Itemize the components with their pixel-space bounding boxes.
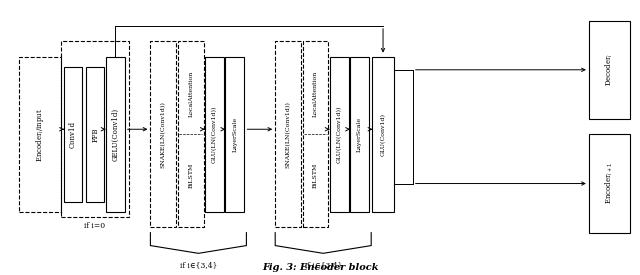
Bar [64, 67, 82, 202]
Text: BiLSTM: BiLSTM [313, 163, 318, 188]
Bar [178, 41, 204, 227]
Bar [106, 57, 125, 212]
Bar [303, 41, 328, 227]
Text: if i=0: if i=0 [84, 222, 106, 230]
Text: LocalAttention: LocalAttention [188, 70, 193, 117]
Text: Encoder$_{i+1}$: Encoder$_{i+1}$ [604, 163, 615, 204]
Text: Decoder$_i$: Decoder$_i$ [604, 53, 615, 86]
Text: FFB: FFB [92, 127, 99, 142]
Text: SNAKE(LN(Conv1d)): SNAKE(LN(Conv1d)) [161, 101, 166, 168]
Bar [589, 134, 630, 233]
Bar [372, 57, 394, 212]
Bar [61, 41, 129, 217]
Text: Encoder$_i$/input: Encoder$_i$/input [34, 107, 46, 161]
Bar [225, 57, 244, 212]
Text: GLU(LN(Conv1d)): GLU(LN(Conv1d)) [337, 106, 342, 163]
Bar [350, 57, 369, 212]
Text: LocalAttention: LocalAttention [313, 70, 318, 117]
Text: GELU(Conv1d): GELU(Conv1d) [111, 108, 119, 161]
Text: if i∈{3,4}: if i∈{3,4} [305, 261, 342, 269]
Bar [275, 41, 301, 227]
Text: BiLSTM: BiLSTM [188, 163, 193, 188]
Text: if i∈{3,4}: if i∈{3,4} [180, 261, 217, 269]
Bar [86, 67, 104, 202]
Text: Conv1d: Conv1d [69, 121, 77, 148]
Bar [205, 57, 224, 212]
Text: GLU(LN(Conv1d)): GLU(LN(Conv1d)) [212, 106, 217, 163]
Bar [330, 57, 349, 212]
Text: SNAKE(LN(Conv1d)): SNAKE(LN(Conv1d)) [285, 101, 291, 168]
Text: LayerScale: LayerScale [232, 117, 237, 152]
Bar [19, 57, 61, 212]
Bar [150, 41, 176, 227]
Text: LayerScale: LayerScale [357, 117, 362, 152]
Bar [589, 21, 630, 119]
Text: GLU(Conv1d): GLU(Conv1d) [380, 113, 386, 156]
Text: Fig. 3: Encoder block: Fig. 3: Encoder block [262, 263, 378, 272]
